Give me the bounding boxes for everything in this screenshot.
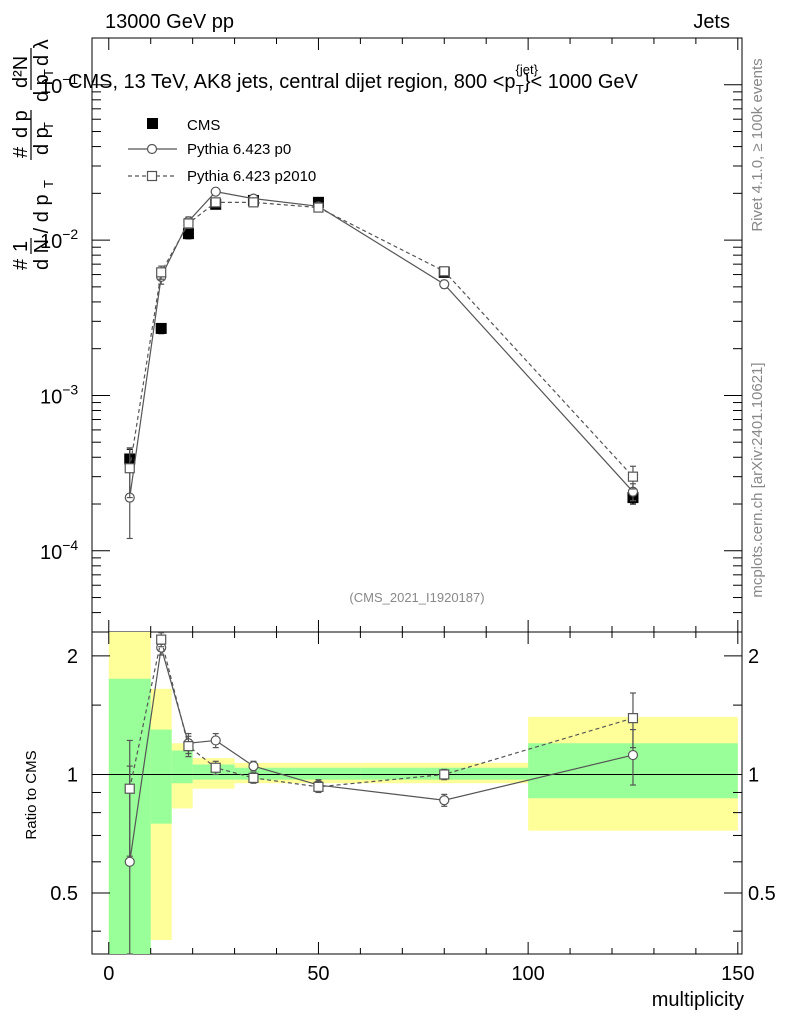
point-cms [155, 322, 167, 334]
main-series [124, 186, 639, 540]
point-pythia-6-423-p0 [439, 279, 450, 290]
ratio-plot-frame [91, 631, 743, 955]
ratio-line-pythia-6-423-p0 [129, 647, 634, 862]
ratio-line-pythia-6-423-p2010 [129, 639, 634, 789]
y-tick-label: 10−2 [40, 226, 78, 253]
series-line-pythia-6-423-p2010 [129, 201, 634, 478]
point-pythia-6-423-p0 [210, 186, 221, 197]
ratio-point-pythia-6-423-p2010 [313, 781, 324, 792]
header-jets-label: Jets [693, 11, 730, 33]
series-line-pythia-6-423-p0 [129, 191, 634, 498]
x-axis-label: multiplicity [652, 989, 744, 1011]
svg-text:d²N: d²N [10, 56, 32, 88]
axis-ticks: 0 50 100 150 10−4 10−3 10−2 10−1 0.5 0.5 1 1 2 2 [40, 37, 776, 985]
band-green-2 [171, 750, 193, 784]
svg-text:d p: d p [31, 74, 53, 102]
ratio-point-pythia-6-423-p0 [439, 795, 450, 806]
svg-text:d N / d p: d N / d p [31, 194, 53, 270]
point-pythia-6-423-p2010 [156, 267, 167, 278]
ratio-point-pythia-6-423-p2010 [210, 762, 221, 773]
legend: CMS Pythia 6.423 p0 Pythia 6.423 p2010 [128, 117, 316, 185]
y-tick-label: 10−4 [40, 537, 78, 564]
ratio-series [124, 632, 639, 955]
legend-p0-marker [146, 143, 158, 155]
svg-text:T: T [41, 122, 56, 130]
legend-p2010-marker [146, 170, 158, 182]
legend-cms-label: CMS [187, 117, 220, 134]
ratio-point-pythia-6-423-p0 [248, 761, 259, 772]
header-energy-label: 13000 GeV pp [105, 11, 234, 33]
svg-text:#: # [10, 146, 32, 158]
x-tick-label: 50 [307, 963, 329, 985]
svg-text:d λ: d λ [31, 39, 53, 66]
point-pythia-6-423-p2010 [313, 202, 324, 213]
ratio-point-pythia-6-423-p0 [210, 735, 221, 746]
x-tick-label: 150 [721, 963, 754, 985]
y-tick-label: 10−3 [40, 381, 78, 408]
legend-cms-marker [147, 118, 158, 129]
legend-p2010-label: Pythia 6.423 p2010 [187, 168, 316, 185]
point-pythia-6-423-p2010 [210, 197, 221, 208]
ratio-point-pythia-6-423-p0 [124, 856, 135, 867]
ratio-point-pythia-6-423-p2010 [248, 772, 259, 784]
ratio-point-pythia-6-423-p2010 [627, 713, 639, 724]
ratio-point-pythia-6-423-p2010 [439, 769, 450, 780]
ratio-point-pythia-6-423-p2010 [183, 741, 194, 752]
ratio-tick-label-right: 1 [748, 764, 759, 786]
ratio-tick-label-right: 0.5 [748, 883, 776, 905]
analysis-id-label: (CMS_2021_I1920187) [349, 590, 484, 605]
point-cms [182, 228, 194, 240]
ratio-y-axis-label: Ratio to CMS [23, 750, 40, 839]
svg-text:T: T [41, 69, 56, 77]
ratio-tick-label-left: 2 [67, 646, 78, 668]
point-pythia-6-423-p2010 [124, 463, 135, 474]
uncertainty-bands [92, 632, 742, 954]
svg-text:#: # [10, 258, 32, 270]
point-pythia-6-423-p2010 [439, 266, 450, 277]
svg-text:d p: d p [10, 110, 32, 138]
ratio-tick-label-left: 1 [67, 764, 78, 786]
ratio-point-pythia-6-423-p2010 [156, 634, 167, 645]
ratio-point-pythia-6-423-p0 [627, 749, 639, 761]
legend-p0-label: Pythia 6.423 p0 [187, 141, 291, 158]
mcplots-source-label: mcplots.cern.ch [arXiv:2401.10621] [749, 362, 766, 597]
svg-text:d p: d p [31, 127, 53, 155]
ratio-point-pythia-6-423-p2010 [124, 783, 135, 794]
point-pythia-6-423-p2010 [183, 218, 194, 229]
svg-text:1: 1 [10, 241, 32, 252]
band-green-5 [276, 767, 361, 780]
point-pythia-6-423-p2010 [248, 197, 259, 208]
x-tick-label: 100 [511, 963, 544, 985]
ratio-tick-label-left: 0.5 [50, 883, 78, 905]
y-axis-label: # 1 d N / d p T # d p d p T d²N d p T d … [10, 39, 56, 270]
svg-text:T: T [41, 180, 56, 188]
ratio-tick-label-right: 2 [748, 646, 759, 668]
x-tick-label: 0 [103, 963, 114, 985]
point-pythia-6-423-p2010 [627, 471, 639, 482]
band-green-1 [150, 729, 172, 824]
y-tick-label: 10−1 [40, 71, 78, 98]
chart-title: CMS, 13 TeV, AK8 jets, central dijet reg… [68, 62, 639, 97]
rivet-version-label: Rivet 4.1.0, ≥ 100k events [749, 58, 766, 231]
